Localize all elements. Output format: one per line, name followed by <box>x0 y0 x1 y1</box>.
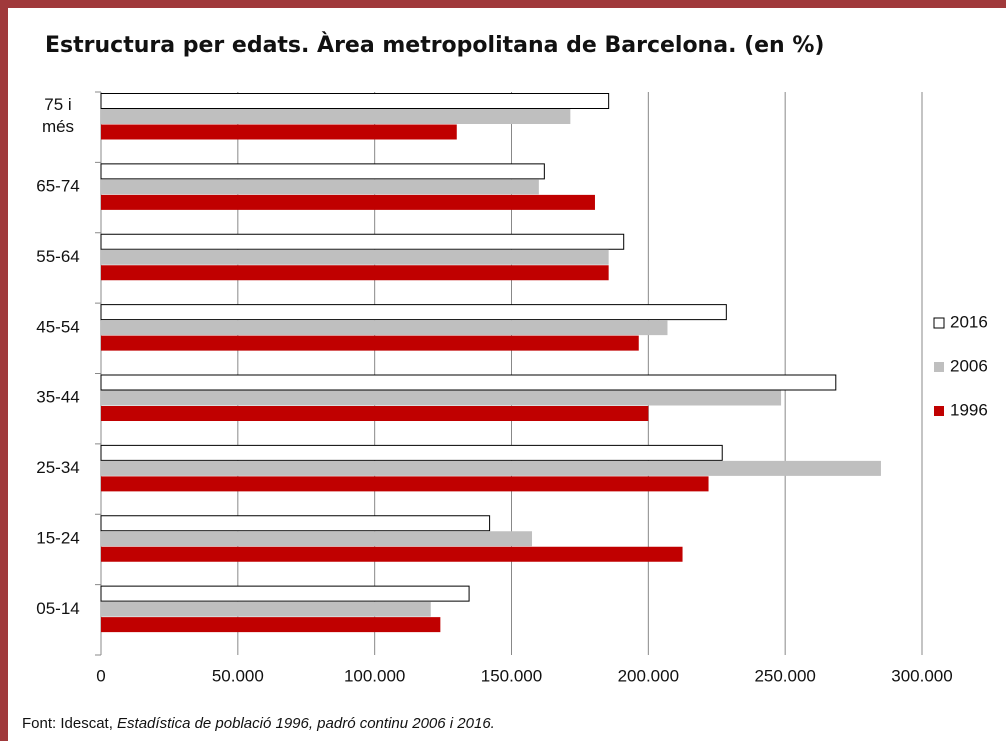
bar <box>101 335 639 351</box>
source-title: Estadística de població 1996, padró cont… <box>117 715 495 732</box>
bar <box>100 585 470 602</box>
bar <box>101 390 782 406</box>
bar <box>101 249 609 265</box>
bar <box>100 374 837 391</box>
source-prefix: Font: Idescat, <box>22 715 117 732</box>
x-tick-label: 200.000 <box>618 666 679 685</box>
bar <box>100 515 491 532</box>
bar <box>101 124 457 140</box>
y-tick-label: 45-54 <box>36 317 79 336</box>
legend-label: 2016 <box>950 312 988 331</box>
y-tick-label: 65-74 <box>36 177 79 196</box>
x-tick-label: 250.000 <box>754 666 815 685</box>
bar <box>100 304 727 321</box>
bar <box>101 320 668 336</box>
bar <box>101 531 533 547</box>
x-tick-label: 300.000 <box>891 666 952 685</box>
bar <box>101 546 683 562</box>
legend-swatch <box>933 317 945 329</box>
bar <box>101 601 431 617</box>
x-tick-label: 100.000 <box>344 666 405 685</box>
legend-label: 2006 <box>950 356 988 375</box>
y-tick-label: 25-34 <box>36 458 79 477</box>
bar <box>101 460 881 476</box>
bar <box>100 163 545 180</box>
bar <box>100 93 610 109</box>
bar <box>101 476 709 492</box>
bar <box>101 109 571 124</box>
y-tick-label: 15-24 <box>36 528 79 547</box>
y-tick-label: 05-14 <box>36 599 79 618</box>
legend-swatch <box>934 362 944 372</box>
bar <box>101 265 609 281</box>
y-tick-label: 55-64 <box>36 247 79 266</box>
bar <box>100 444 723 461</box>
bar <box>101 406 649 421</box>
bar <box>101 194 595 210</box>
bar <box>100 233 625 250</box>
chart-title: Estructura per edats. Àrea metropolitana… <box>45 32 824 58</box>
y-tick-label: 75 i més <box>42 95 74 136</box>
legend-swatch <box>934 406 944 416</box>
legend-label: 1996 <box>950 400 988 419</box>
x-tick-label: 0 <box>96 666 105 685</box>
bar <box>101 617 441 633</box>
source: Font: Idescat, Estadística de població 1… <box>22 715 495 732</box>
y-tick-label: 35-44 <box>36 388 79 407</box>
x-tick-label: 150.000 <box>481 666 542 685</box>
x-tick-label: 50.000 <box>212 666 264 685</box>
bar <box>101 179 539 195</box>
